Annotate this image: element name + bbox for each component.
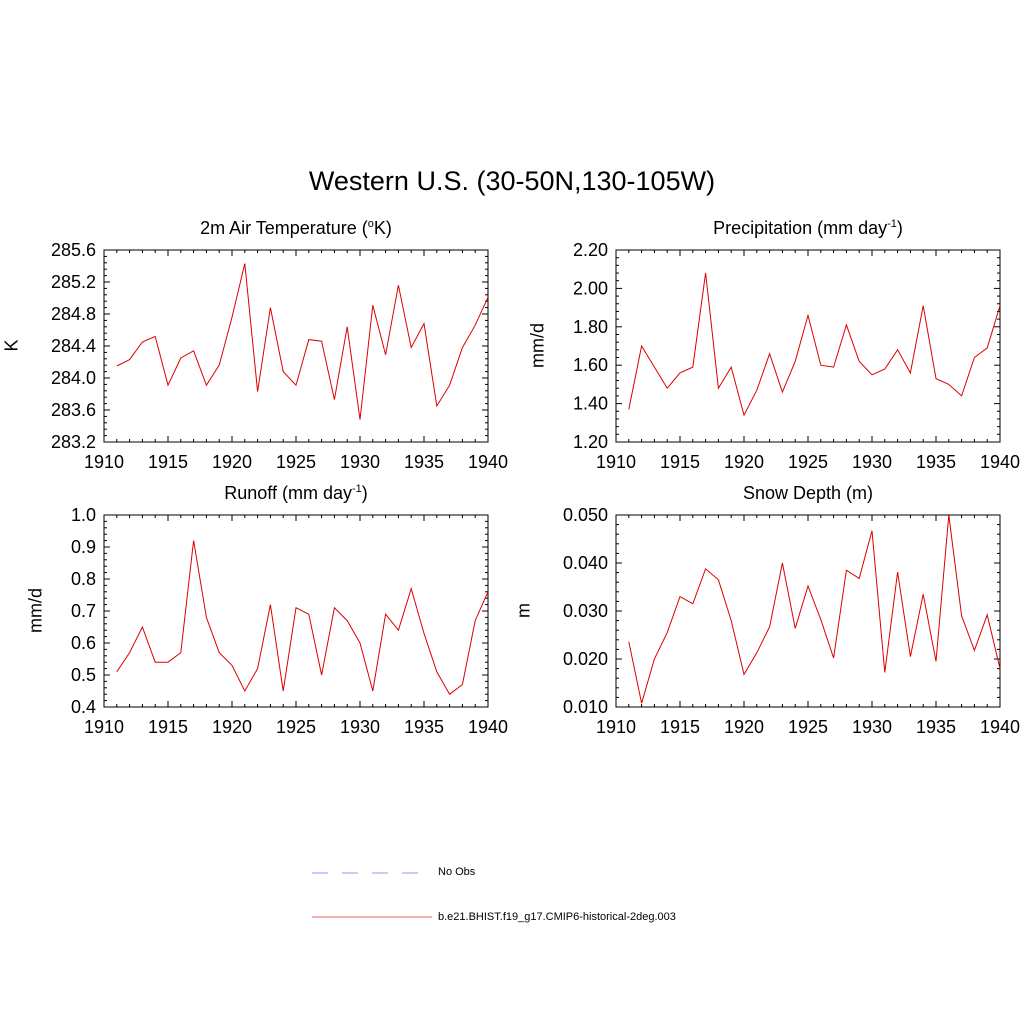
series-line — [116, 540, 489, 695]
x-tick-label: 1920 — [724, 452, 764, 472]
y-tick-label: 2.00 — [573, 278, 608, 298]
y-tick-label: 0.9 — [71, 537, 96, 557]
x-tick-label: 1935 — [916, 452, 956, 472]
x-tick-label: 1930 — [852, 717, 892, 737]
y-tick-label: 284.8 — [51, 304, 96, 324]
x-tick-label: 1920 — [212, 452, 252, 472]
y-tick-label: 1.0 — [71, 505, 96, 525]
main-title: Western U.S. (30-50N,130-105W) — [308, 166, 716, 196]
y-tick-label: 0.040 — [563, 553, 608, 573]
panel-title-text: Snow Depth (m) — [742, 483, 874, 503]
legend-label-model: b.e21.BHIST.f19_g17.CMIP6-historical-2de… — [438, 911, 676, 923]
y-tick-label: 284.4 — [51, 336, 96, 356]
y-tick-label: 0.010 — [563, 697, 608, 717]
panel-title-temperature: 2m Air Temperature (oK) — [104, 218, 488, 239]
x-tick-label: 1935 — [916, 717, 956, 737]
x-tick-label: 1925 — [276, 717, 316, 737]
x-tick-label: 1925 — [788, 717, 828, 737]
y-tick-label: 0.5 — [71, 665, 96, 685]
x-tick-label: 1935 — [404, 717, 444, 737]
x-tick-label: 1925 — [276, 452, 316, 472]
x-tick-label: 1940 — [468, 717, 508, 737]
x-tick-label: 1915 — [660, 452, 700, 472]
x-tick-label: 1930 — [340, 452, 380, 472]
panel-title-sup: -1 — [887, 218, 897, 230]
x-tick-label: 1915 — [148, 452, 188, 472]
panel-title-snow-depth: Snow Depth (m) — [616, 483, 1000, 504]
panel-title-after: ) — [361, 483, 368, 503]
y-tick-label: 285.2 — [51, 272, 96, 292]
y-tick-label: 0.050 — [563, 505, 608, 525]
x-tick-label: 1940 — [980, 717, 1020, 737]
y-tick-label: 0.030 — [563, 601, 608, 621]
panel-title-sup: -1 — [351, 483, 362, 495]
y-tick-label: 2.20 — [573, 240, 608, 260]
y-tick-label: 285.6 — [51, 240, 96, 260]
x-tick-label: 1925 — [788, 452, 828, 472]
x-tick-label: 1930 — [340, 717, 380, 737]
y-tick-label: 0.020 — [563, 649, 608, 669]
y-tick-label: 283.2 — [51, 432, 96, 452]
y-tick-label: 283.6 — [51, 400, 96, 420]
x-tick-label: 1940 — [980, 452, 1020, 472]
panel-title-precipitation: Precipitation (mm day-1) — [616, 218, 1000, 239]
y-tick-label: 1.40 — [573, 394, 608, 414]
y-tick-label: 0.4 — [71, 697, 96, 717]
x-tick-label: 1930 — [852, 452, 892, 472]
y-tick-label: 1.60 — [573, 355, 608, 375]
y-tick-label: 0.8 — [71, 569, 96, 589]
panel-title-sup: o — [367, 218, 374, 230]
series-line — [628, 272, 1001, 417]
y-tick-label: 0.7 — [71, 601, 96, 621]
x-tick-label: 1915 — [660, 717, 700, 737]
panel-title-after: K) — [373, 218, 392, 238]
x-tick-label: 1915 — [148, 717, 188, 737]
panel-title-text: 2m Air Temperature ( — [200, 218, 368, 238]
y-tick-label: 1.20 — [573, 432, 608, 452]
y-tick-label: 1.80 — [573, 317, 608, 337]
series-line — [628, 514, 1001, 704]
panel-title-text: Runoff (mm day — [224, 483, 352, 503]
x-tick-label: 1940 — [468, 452, 508, 472]
panel-title-after: ) — [896, 218, 903, 238]
x-tick-label: 1920 — [724, 717, 764, 737]
legend-label-no-obs: No Obs — [438, 866, 476, 878]
x-tick-label: 1910 — [596, 717, 636, 737]
x-tick-label: 1920 — [212, 717, 252, 737]
y-tick-label: 0.6 — [71, 633, 96, 653]
x-tick-label: 1910 — [84, 717, 124, 737]
y-tick-label: 284.0 — [51, 368, 96, 388]
x-tick-label: 1910 — [596, 452, 636, 472]
x-tick-label: 1910 — [84, 452, 124, 472]
panel-title-text: Precipitation (mm day — [713, 218, 888, 238]
series-line — [116, 263, 489, 420]
panel-title-runoff: Runoff (mm day-1) — [104, 483, 488, 504]
x-tick-label: 1935 — [404, 452, 444, 472]
